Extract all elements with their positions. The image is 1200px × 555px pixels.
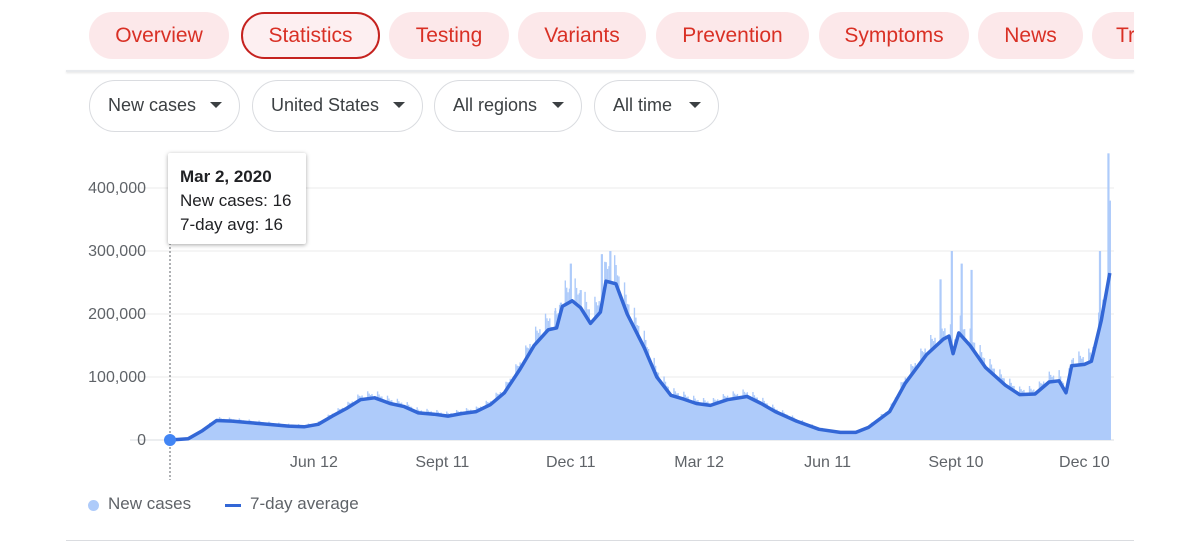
- tab-overview[interactable]: Overview: [89, 12, 229, 59]
- average-legend-marker: [225, 504, 241, 507]
- tab-variants[interactable]: Variants: [518, 12, 646, 59]
- x-tick-label: Mar 12: [674, 454, 724, 471]
- tab-partial[interactable]: Tr: [1092, 12, 1134, 59]
- new-cases-legend-marker: [88, 500, 99, 511]
- x-tick-label: Sept 11: [415, 454, 469, 471]
- hover-tooltip: Mar 2, 2020 New cases: 16 7-day avg: 16: [168, 153, 306, 244]
- new-cases-area: [170, 273, 1110, 440]
- y-tick-label: 100,000: [88, 369, 146, 386]
- average-legend-label: 7-day average: [250, 494, 359, 513]
- tab-prevention[interactable]: Prevention: [656, 12, 809, 59]
- cases-chart[interactable]: 0 100,000 200,000 300,000 400,000 Jun 12 Sept…: [0, 140, 1200, 485]
- x-tick-label: Jun 12: [290, 454, 338, 471]
- x-tick-label: Jun 11: [804, 454, 851, 471]
- chevron-down-icon: [689, 102, 701, 108]
- chevron-down-icon: [552, 102, 564, 108]
- country-dropdown-label: United States: [271, 95, 380, 115]
- chevron-down-icon: [393, 102, 405, 108]
- chevron-down-icon: [210, 102, 222, 108]
- hover-point: [164, 433, 176, 446]
- region-dropdown-label: All regions: [453, 95, 538, 115]
- country-dropdown[interactable]: United States: [252, 80, 423, 132]
- new-cases-bar: [1108, 200, 1111, 440]
- metric-dropdown-label: New cases: [108, 95, 197, 115]
- range-dropdown[interactable]: All time: [594, 80, 719, 132]
- tab-testing[interactable]: Testing: [389, 12, 509, 59]
- tooltip-date: Mar 2, 2020: [180, 167, 272, 186]
- y-tick-label: 0: [137, 432, 146, 449]
- tooltip-average: 7-day avg: 16: [180, 215, 284, 234]
- range-dropdown-label: All time: [613, 95, 673, 115]
- region-dropdown[interactable]: All regions: [434, 80, 582, 132]
- y-tick-label: 300,000: [88, 243, 146, 260]
- tab-news[interactable]: News: [978, 12, 1083, 59]
- seven-day-average-line: [169, 272, 1112, 442]
- x-tick-label: Dec 10: [1059, 454, 1110, 471]
- bottom-divider: [66, 540, 1134, 541]
- tooltip-new-cases: New cases: 16: [180, 191, 292, 210]
- y-tick-label: 200,000: [88, 306, 146, 323]
- x-axis-ticks: Jun 12 Sept 11 Dec 11 Mar 12 Jun 11 Sept 10 De…: [290, 454, 1110, 471]
- tab-statistics[interactable]: Statistics: [241, 12, 380, 59]
- new-cases-legend-label: New cases: [108, 494, 192, 513]
- x-tick-label: Dec 11: [546, 454, 596, 471]
- y-axis-ticks: 0 100,000 200,000 300,000 400,000: [88, 180, 146, 449]
- y-tick-label: 400,000: [88, 180, 146, 197]
- x-tick-label: Sept 10: [928, 454, 983, 471]
- tab-symptoms[interactable]: Symptoms: [819, 12, 969, 59]
- tabs-divider: [66, 70, 1134, 72]
- topic-tabs: Overview Statistics Testing Variants Pre…: [66, 0, 1134, 70]
- metric-dropdown[interactable]: New cases: [89, 80, 240, 132]
